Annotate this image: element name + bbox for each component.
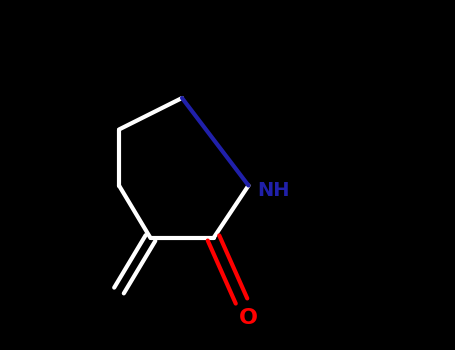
- Text: NH: NH: [257, 181, 290, 200]
- Text: O: O: [239, 308, 258, 329]
